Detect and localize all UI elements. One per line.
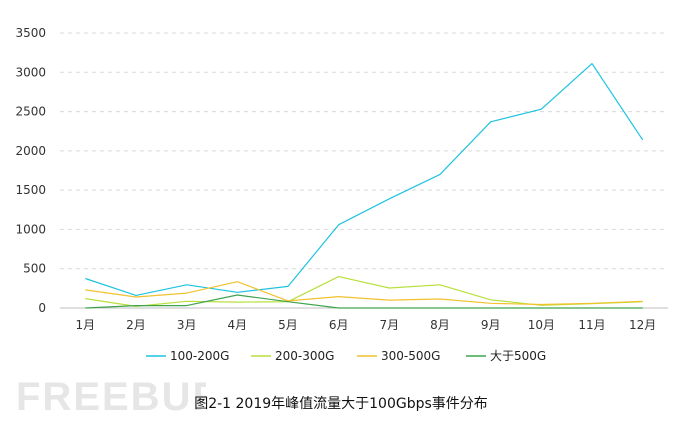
legend-label: 200-300G — [275, 349, 334, 363]
x-tick-label: 1月 — [76, 318, 96, 332]
x-tick-label: 3月 — [177, 318, 197, 332]
x-tick-label: 11月 — [578, 318, 605, 332]
y-tick-label: 0 — [38, 301, 46, 315]
x-tick-label: 2月 — [126, 318, 146, 332]
y-tick-label: 1000 — [15, 222, 46, 236]
x-tick-label: 9月 — [481, 318, 501, 332]
legend-label: 100-200G — [170, 349, 229, 363]
legend: 100-200G 200-300G 300-500G 大于500G — [146, 349, 546, 363]
x-tick-label: 8月 — [430, 318, 450, 332]
series-line-4 — [85, 294, 643, 309]
x-tick-label: 7月 — [380, 318, 400, 332]
x-tick-label: 6月 — [329, 318, 349, 332]
x-tick-label: 12月 — [629, 318, 656, 332]
line-chart: 0 500 1000 1500 2000 2500 3000 3500 1月 2月 3月 4月 5月 6… — [15, 26, 668, 363]
grid-lines — [60, 32, 668, 309]
y-tick-label: 2000 — [15, 144, 46, 158]
series-line-2 — [85, 276, 643, 307]
figure-caption: 图2-1 2019年峰值流量大于100Gbps事件分布 — [194, 396, 488, 412]
x-tick-label: 5月 — [278, 318, 298, 332]
watermark-logo: FREEBUF — [16, 375, 206, 418]
y-tick-label: 1500 — [15, 183, 46, 197]
y-tick-label: 3500 — [15, 26, 46, 40]
legend-label: 大于500G — [490, 349, 546, 363]
x-tick-label: 4月 — [228, 318, 248, 332]
series-lines — [85, 62, 644, 309]
series-line-3 — [85, 281, 643, 306]
y-tick-label: 500 — [23, 262, 46, 276]
y-tick-label: 3000 — [15, 65, 46, 79]
legend-label: 300-500G — [381, 349, 440, 363]
y-axis-ticks: 0 500 1000 1500 2000 2500 3000 3500 — [15, 26, 46, 315]
x-axis-ticks: 1月 2月 3月 4月 5月 6月 7月 8月 9月 10月 11月 12月 — [76, 318, 657, 332]
svg-text:FREEBUF: FREEBUF — [16, 375, 206, 418]
y-tick-label: 2500 — [15, 105, 46, 119]
x-tick-label: 10月 — [528, 318, 555, 332]
series-line-1 — [85, 62, 644, 296]
